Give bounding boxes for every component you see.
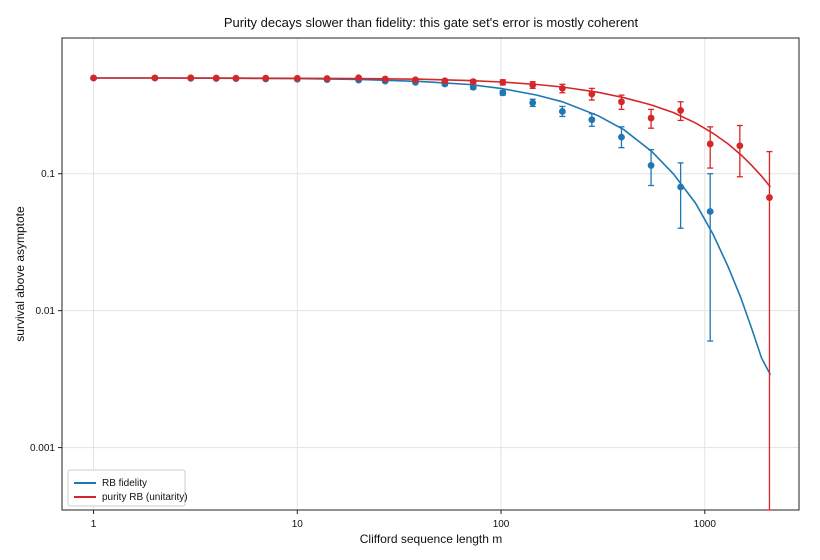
data-point-series-1 — [558, 84, 566, 92]
y-axis-ticks: 0.1 0.01 0.001 — [30, 169, 62, 454]
data-point-series-1 — [588, 90, 596, 98]
fit-curve-series-1 — [93, 77, 772, 188]
data-point-series-0 — [529, 99, 537, 107]
plot-frame — [61, 37, 800, 511]
x-tick-label: 1000 — [694, 519, 717, 530]
data-point-series-0 — [469, 83, 477, 91]
data-points — [90, 74, 773, 511]
data-point-series-1 — [232, 74, 240, 82]
data-point-series-1 — [677, 107, 685, 114]
data-point-series-1 — [499, 78, 507, 86]
data-point-series-1 — [187, 74, 195, 82]
data-point-series-0 — [499, 89, 507, 97]
chart-title: Purity decays slower than fidelity: this… — [224, 15, 639, 30]
fit-curve-series-0 — [93, 77, 772, 376]
data-point-series-0 — [677, 183, 685, 191]
y-tick-label: 0.001 — [30, 443, 55, 454]
y-axis-label: survival above asymptote — [13, 206, 27, 342]
data-point-series-1 — [293, 74, 301, 82]
data-point-series-1 — [262, 74, 270, 82]
data-point-series-1 — [441, 77, 449, 85]
data-point-series-0 — [588, 116, 596, 124]
data-point-series-1 — [618, 98, 625, 106]
data-point-series-1 — [647, 114, 655, 122]
data-point-series-1 — [766, 194, 773, 201]
data-point-series-0 — [706, 208, 714, 215]
data-point-series-1 — [151, 74, 159, 82]
data-point-series-1 — [469, 78, 477, 86]
grid — [62, 38, 799, 510]
legend-box — [67, 469, 186, 507]
data-point-series-1 — [412, 76, 419, 84]
data-point-series-1 — [529, 81, 537, 89]
x-tick-label: 100 — [493, 519, 510, 530]
x-tick-label: 1 — [91, 519, 97, 530]
legend: RB fidelity purity RB (unitarity) — [67, 469, 188, 507]
data-point-series-1 — [706, 140, 714, 148]
y-tick-label: 0.1 — [41, 169, 55, 180]
data-point-series-0 — [618, 133, 625, 141]
data-point-series-1 — [212, 74, 220, 82]
x-axis-label: Clifford sequence length m — [360, 532, 503, 546]
x-tick-label: 10 — [292, 519, 304, 530]
data-point-series-1 — [736, 142, 744, 150]
legend-label-purity-rb: purity RB (unitarity) — [102, 492, 188, 503]
data-point-series-1 — [381, 75, 389, 83]
data-point-series-1 — [355, 74, 363, 82]
data-point-series-0 — [558, 108, 566, 115]
data-point-series-1 — [90, 74, 97, 82]
data-point-series-0 — [647, 162, 655, 169]
fit-curves — [93, 77, 772, 376]
y-tick-label: 0.01 — [36, 306, 56, 317]
x-axis-ticks: 1 10 100 1000 — [91, 510, 717, 530]
data-point-series-1 — [323, 75, 331, 82]
legend-label-rb-fidelity: RB fidelity — [102, 478, 147, 489]
